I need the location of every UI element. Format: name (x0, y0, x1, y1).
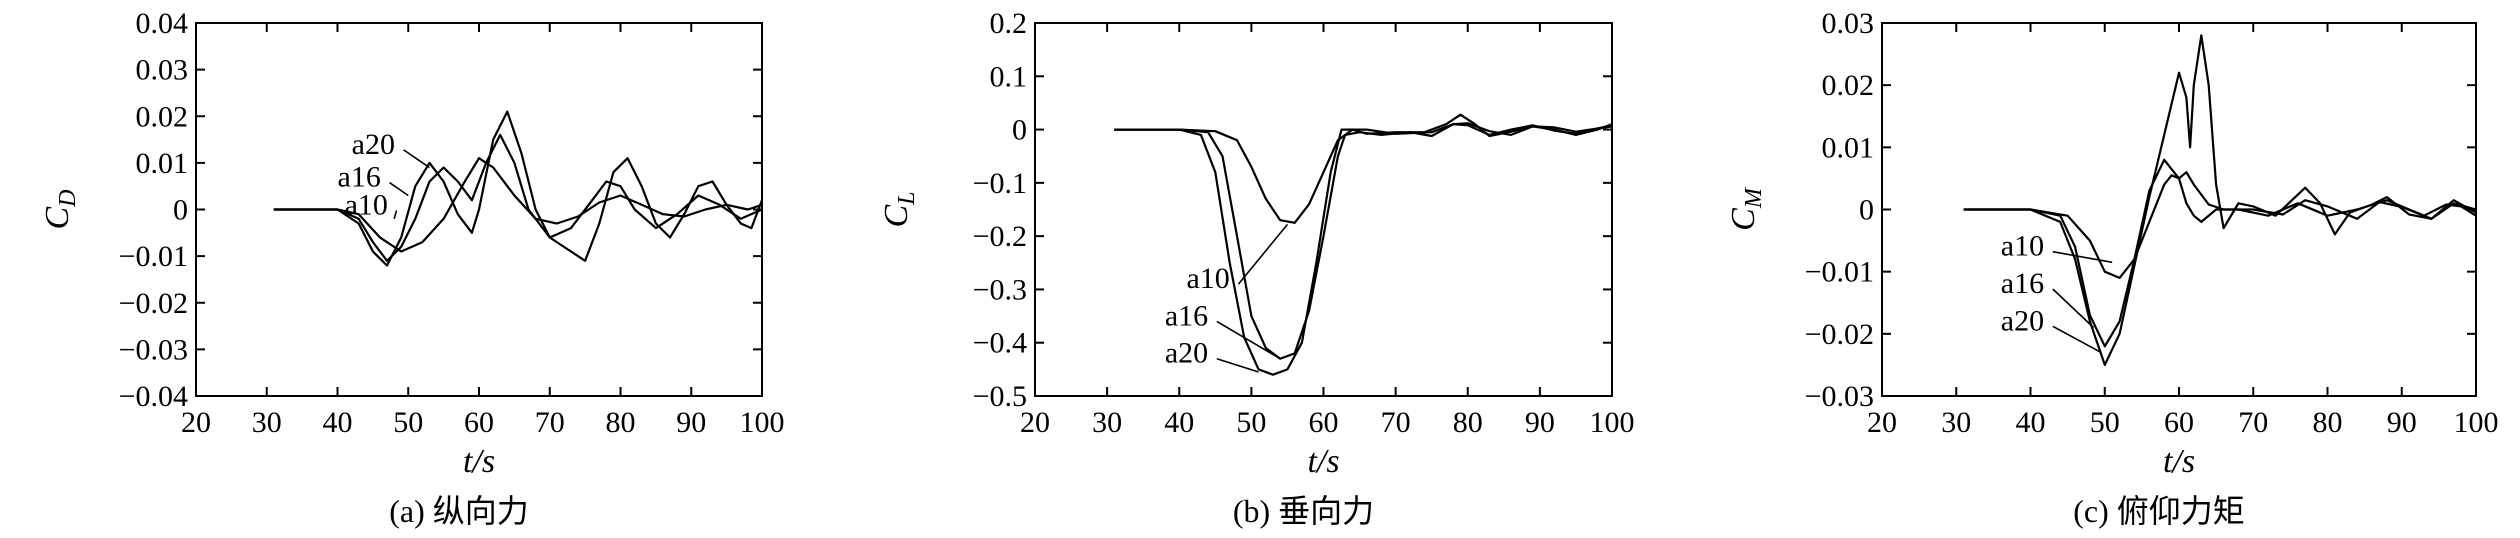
x-tick-label: 60 (1309, 406, 1339, 439)
y-tick-label: −0.04 (119, 380, 188, 413)
y-tick-label: −0.5 (973, 380, 1027, 413)
x-tick-label: 100 (740, 406, 785, 439)
y-tick-label: 0.03 (136, 54, 189, 87)
x-axis-label: t/s (463, 443, 495, 480)
annotation-leader (1216, 357, 1259, 373)
y-tick-label: 0 (1859, 194, 1874, 227)
y-axis-label: CL (878, 191, 920, 227)
x-tick-label: 90 (2387, 406, 2417, 439)
y-tick-label: 0.1 (990, 60, 1028, 93)
y-tick-label: 0.02 (136, 100, 189, 133)
y-tick-label: 0 (173, 194, 188, 227)
annotation-leader (1216, 320, 1281, 360)
annotation-label-a20: a20 (2001, 304, 2044, 337)
y-tick-label: −0.01 (119, 240, 188, 273)
x-tick-label: 40 (2016, 406, 2046, 439)
x-axis-label: t/s (1307, 443, 1339, 480)
x-tick-label: 70 (2238, 406, 2268, 439)
annotation-leader (389, 181, 409, 197)
plot-frame (1034, 22, 1613, 397)
y-tick-label: 0.2 (990, 7, 1028, 40)
chart-panel-1: 20 30 40 50 60 70 80 90 100 −0.04 −0.03 −0.02 −0.01 0… (39, 7, 785, 529)
annotation-label-a16: a16 (2001, 267, 2044, 300)
y-tick-label: −0.02 (119, 287, 188, 320)
y-tick-label: −0.2 (973, 220, 1027, 253)
x-tick-label: 80 (606, 406, 636, 439)
panel-caption: (a) 纵向力 (389, 493, 529, 529)
annotation-leader (403, 149, 430, 169)
series-line-a10 (1114, 122, 1613, 224)
x-tick-label: 80 (2313, 406, 2343, 439)
annotation-label-a16: a16 (338, 161, 381, 194)
annotation-leader (393, 210, 398, 220)
x-tick-label: 90 (1525, 406, 1555, 439)
y-tick-label: 0.02 (1822, 69, 1875, 102)
x-tick-label: 70 (1381, 406, 1411, 439)
y-tick-label: −0.3 (973, 273, 1027, 306)
x-tick-label: 50 (2090, 406, 2120, 439)
y-axis-label: CM (1725, 186, 1767, 231)
y-tick-label: −0.02 (1805, 318, 1874, 351)
panel-caption: (b) 垂向力 (1233, 493, 1374, 529)
annotation-leader (2052, 288, 2095, 329)
x-tick-label: 90 (676, 406, 706, 439)
y-tick-label: −0.1 (973, 167, 1027, 200)
y-tick-label: 0 (1012, 114, 1027, 147)
annotation-label-a10: a10 (2001, 230, 2044, 263)
x-tick-label: 50 (393, 406, 423, 439)
y-tick-label: 0.04 (136, 7, 189, 40)
x-tick-label: 30 (252, 406, 282, 439)
series-line-a20 (1963, 34, 2477, 366)
y-tick-label: 0.03 (1822, 7, 1875, 40)
x-tick-label: 60 (464, 406, 494, 439)
series-line-a20 (273, 110, 764, 267)
x-tick-label: 20 (181, 406, 211, 439)
x-tick-label: 100 (1590, 406, 1635, 439)
annotation-leader (1237, 223, 1289, 285)
x-tick-label: 20 (1020, 406, 1050, 439)
x-tick-label: 30 (1092, 406, 1122, 439)
series-line-a16 (1114, 123, 1613, 360)
x-axis-label: t/s (2163, 443, 2195, 480)
annotation-label-a10: a10 (1186, 262, 1229, 295)
x-tick-label: 30 (1941, 406, 1971, 439)
chart-panel-2: 20 30 40 50 60 70 80 90 100 −0.5 −0.4 −0.3 −0.2 −0.1 0… (878, 7, 1635, 529)
x-tick-label: 40 (1164, 406, 1194, 439)
series-line-a16 (1963, 158, 2477, 348)
annotation-leader (2052, 325, 2102, 354)
y-axis-label: CD (39, 189, 81, 229)
x-tick-label: 80 (1453, 406, 1483, 439)
x-tick-label: 50 (1236, 406, 1266, 439)
y-tick-label: 0.01 (136, 147, 189, 180)
y-tick-label: −0.03 (119, 333, 188, 366)
x-tick-label: 100 (2454, 406, 2499, 439)
y-tick-label: 0.01 (1822, 131, 1875, 164)
annotation-label-a20: a20 (352, 128, 395, 161)
series-line-a20 (1114, 113, 1613, 376)
panel-caption: (c) 俯仰力矩 (2073, 493, 2245, 529)
y-tick-label: −0.03 (1805, 380, 1874, 413)
x-tick-label: 60 (2164, 406, 2194, 439)
annotation-label-a20: a20 (1165, 337, 1208, 370)
y-tick-label: −0.4 (973, 327, 1027, 360)
y-tick-label: −0.01 (1805, 256, 1874, 289)
x-tick-label: 70 (535, 406, 565, 439)
annotation-leader (2052, 250, 2113, 264)
x-tick-label: 40 (323, 406, 353, 439)
annotation-label-a10: a10 (345, 189, 388, 222)
x-tick-label: 20 (1867, 406, 1897, 439)
annotation-label-a16: a16 (1165, 299, 1208, 332)
chart-panel-3: 20 30 40 50 60 70 80 90 100 −0.03 −0.02 −0.01 0 0.01 0… (1725, 7, 2499, 529)
